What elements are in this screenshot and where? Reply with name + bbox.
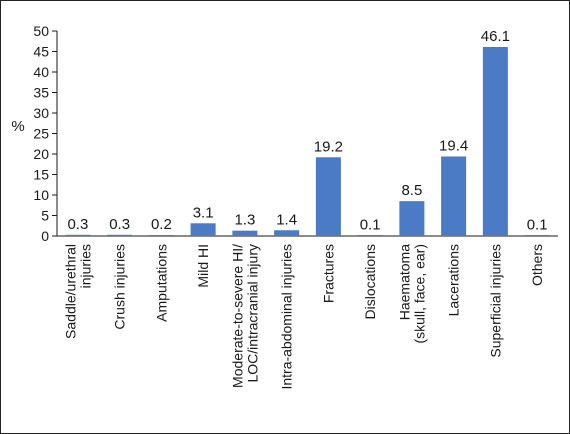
- data-label: 0.3: [67, 216, 88, 233]
- y-tick-label: 35: [33, 85, 49, 101]
- bar: [232, 230, 258, 236]
- bar: [148, 235, 174, 236]
- y-axis-label: %: [11, 118, 24, 135]
- category-label-line: Superficial injuries: [487, 244, 503, 358]
- category-label: Intra-abdominal injuries: [279, 244, 295, 390]
- data-label: 0.1: [360, 217, 381, 234]
- category-label-line: Intra-abdominal injuries: [279, 244, 295, 390]
- category-label-line: Lacerations: [446, 244, 462, 316]
- y-tick-label: 10: [33, 187, 49, 203]
- data-label: 0.2: [151, 216, 172, 233]
- data-label: 1.4: [276, 211, 297, 228]
- data-label: 19.2: [314, 138, 343, 155]
- data-label: 3.1: [193, 204, 214, 221]
- category-label: Amputations: [153, 244, 169, 322]
- category-label: Saddle/urethralinjuries: [62, 244, 93, 339]
- bar: [107, 234, 133, 236]
- category-label-line: Mild HI: [195, 244, 211, 288]
- y-tick-label: 25: [33, 126, 49, 142]
- bar: [441, 156, 467, 236]
- bar: [190, 223, 216, 236]
- category-label-line: Moderate-to-severe HI/: [229, 244, 245, 388]
- y-tick-label: 45: [33, 44, 49, 60]
- category-label-line: (skull, face, ear): [411, 244, 427, 344]
- bar: [274, 230, 300, 236]
- data-label: 0.3: [109, 216, 130, 233]
- data-label: 46.1: [481, 28, 510, 45]
- y-tick-label: 20: [33, 146, 49, 162]
- data-label: 8.5: [401, 182, 422, 199]
- category-label: Haematoma(skull, face, ear): [396, 244, 427, 344]
- bar: [482, 46, 508, 236]
- bar: [315, 157, 341, 236]
- y-tick-label: 30: [33, 105, 49, 121]
- category-label-line: Fractures: [320, 244, 336, 303]
- data-label: 19.4: [439, 137, 468, 154]
- category-label: Mild HI: [195, 244, 211, 288]
- category-label-line: injuries: [77, 244, 93, 288]
- category-label: Crush injuries: [112, 244, 128, 330]
- category-label: Moderate-to-severe HI/LOC/intracranial i…: [229, 244, 260, 388]
- data-label: 0.1: [527, 217, 548, 234]
- y-tick-label: 5: [41, 208, 49, 224]
- category-label: Superficial injuries: [487, 244, 503, 358]
- category-label: Others: [529, 244, 545, 286]
- y-tick-label: 40: [33, 64, 49, 80]
- y-tick-label: 0: [41, 228, 49, 244]
- bar: [65, 234, 91, 236]
- category-label-line: Haematoma: [396, 244, 412, 320]
- y-tick-label: 50: [33, 23, 49, 39]
- category-label-line: Others: [529, 244, 545, 286]
- y-tick-label: 15: [33, 167, 49, 183]
- category-label-line: Amputations: [153, 244, 169, 322]
- category-label-line: Crush injuries: [112, 244, 128, 330]
- bar: [524, 235, 550, 236]
- category-label: Dislocations: [362, 244, 378, 319]
- bar: [357, 235, 383, 236]
- category-label-line: Dislocations: [362, 244, 378, 319]
- category-label-line: Saddle/urethral: [62, 244, 78, 339]
- category-label: Fractures: [320, 244, 336, 303]
- data-label: 1.3: [234, 212, 255, 229]
- category-label-line: LOC/intracranial injury: [244, 244, 260, 383]
- bar: [399, 201, 425, 236]
- category-label: Lacerations: [446, 244, 462, 316]
